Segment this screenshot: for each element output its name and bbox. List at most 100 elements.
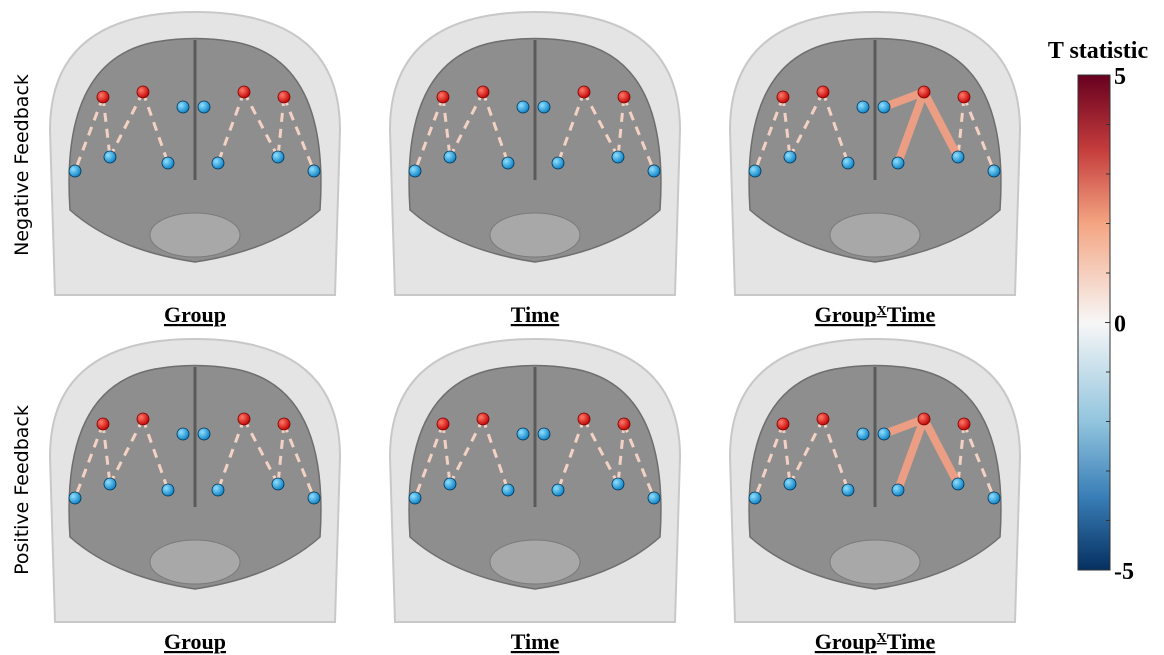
connection bbox=[441, 423, 452, 485]
panel-label-part: Time bbox=[887, 302, 936, 327]
connection bbox=[622, 96, 656, 172]
panel-label-part: Group bbox=[164, 302, 226, 327]
detector-optode bbox=[537, 100, 551, 114]
strong-connection bbox=[880, 88, 928, 111]
source-optode bbox=[776, 417, 790, 431]
strong-connection bbox=[920, 415, 962, 488]
panel-label: Group bbox=[164, 302, 226, 327]
colorbar bbox=[1077, 74, 1111, 571]
connection bbox=[582, 418, 620, 485]
detector-optode bbox=[501, 156, 515, 170]
row-label: Negative Feedback bbox=[11, 74, 33, 256]
connection bbox=[448, 91, 485, 158]
strong-connection bbox=[920, 88, 962, 161]
connection bbox=[622, 423, 656, 499]
detector-optode bbox=[647, 491, 661, 505]
detector-optode bbox=[307, 491, 321, 505]
source-optode bbox=[617, 90, 631, 104]
detector-optode bbox=[211, 483, 225, 497]
detector-optode bbox=[197, 100, 211, 114]
cerebellum bbox=[489, 212, 581, 258]
connection bbox=[282, 423, 316, 499]
detector-optode bbox=[408, 164, 422, 178]
source-optode bbox=[96, 90, 110, 104]
detector-optode bbox=[516, 100, 530, 114]
source-optode bbox=[957, 90, 971, 104]
detector-optode bbox=[748, 164, 762, 178]
source-optode bbox=[136, 85, 150, 99]
detector-optode bbox=[161, 483, 175, 497]
detector-optode bbox=[611, 150, 625, 164]
connection bbox=[956, 96, 966, 158]
connection bbox=[821, 91, 850, 164]
connection bbox=[481, 418, 510, 491]
cerebellum bbox=[829, 539, 921, 585]
connection bbox=[556, 91, 586, 164]
detector-optode bbox=[103, 150, 117, 164]
strong-connection bbox=[880, 415, 928, 438]
connection bbox=[413, 96, 445, 172]
source-optode bbox=[776, 90, 790, 104]
detector-optode bbox=[307, 164, 321, 178]
source-optode bbox=[957, 417, 971, 431]
source-optode bbox=[476, 85, 490, 99]
brain-panel bbox=[388, 337, 682, 623]
panel-label-part: Time bbox=[887, 629, 936, 654]
source-optode bbox=[617, 417, 631, 431]
detector-optode bbox=[551, 156, 565, 170]
detector-optode bbox=[551, 483, 565, 497]
cerebellum bbox=[149, 212, 241, 258]
panel-label-part: Group bbox=[815, 302, 877, 327]
panel-label-part: Group bbox=[164, 629, 226, 654]
detector-optode bbox=[987, 491, 1001, 505]
connection bbox=[788, 91, 825, 158]
source-optode bbox=[436, 417, 450, 431]
source-optode bbox=[237, 85, 251, 99]
connection bbox=[441, 96, 452, 158]
panel-label: GroupXTime bbox=[815, 629, 936, 654]
detector-optode bbox=[68, 164, 82, 178]
detector-optode bbox=[516, 427, 530, 441]
source-optode bbox=[917, 412, 931, 426]
connection bbox=[788, 418, 825, 485]
connection bbox=[242, 418, 280, 485]
connection bbox=[276, 423, 286, 485]
connection bbox=[73, 423, 105, 499]
detector-optode bbox=[891, 483, 905, 497]
source-optode bbox=[816, 412, 830, 426]
detector-optode bbox=[211, 156, 225, 170]
connection bbox=[956, 423, 966, 485]
panel-label: Time bbox=[511, 629, 560, 654]
detector-optode bbox=[647, 164, 661, 178]
source-optode bbox=[96, 417, 110, 431]
connection bbox=[616, 96, 626, 158]
source-optode bbox=[277, 417, 291, 431]
connection bbox=[962, 423, 996, 499]
brain-panel bbox=[48, 337, 342, 623]
connection bbox=[242, 91, 280, 158]
row-label: Positive Feedback bbox=[11, 405, 33, 575]
brain-panel bbox=[728, 10, 1022, 296]
panel-label-part: Time bbox=[511, 302, 560, 327]
connection bbox=[821, 418, 850, 491]
detector-optode bbox=[611, 477, 625, 491]
detector-optode bbox=[841, 483, 855, 497]
strong-connection bbox=[894, 415, 928, 494]
panel-label-part: X bbox=[877, 304, 887, 319]
panel-label-part: X bbox=[877, 631, 887, 646]
detector-optode bbox=[103, 477, 117, 491]
detector-optode bbox=[877, 427, 891, 441]
source-optode bbox=[577, 85, 591, 99]
colorbar-title: T statistic bbox=[1048, 38, 1149, 64]
detector-optode bbox=[197, 427, 211, 441]
source-optode bbox=[436, 90, 450, 104]
connection bbox=[556, 418, 586, 491]
connection bbox=[413, 423, 445, 499]
connection bbox=[216, 91, 246, 164]
detector-optode bbox=[176, 427, 190, 441]
connection bbox=[781, 96, 792, 158]
detector-optode bbox=[748, 491, 762, 505]
panel-label: Time bbox=[511, 302, 560, 327]
connection bbox=[282, 96, 316, 172]
source-optode bbox=[917, 85, 931, 99]
